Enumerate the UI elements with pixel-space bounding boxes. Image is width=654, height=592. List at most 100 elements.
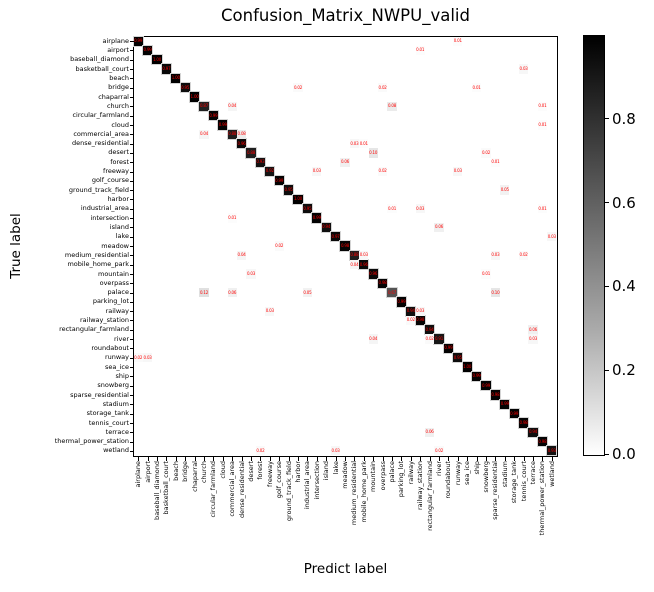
heatmap-cell: 0.06 xyxy=(434,222,444,233)
x-axis-tick xyxy=(335,456,337,461)
x-tick-label: beach xyxy=(171,461,180,481)
x-axis-tick xyxy=(363,456,365,461)
x-axis-tick xyxy=(204,456,205,461)
heatmap-cell: 1.00 xyxy=(171,73,181,84)
heatmap-cell: 0.99 xyxy=(133,36,143,46)
x-axis-tick xyxy=(401,456,403,461)
heatmap-cell: 0.92 xyxy=(265,166,275,177)
x-tick-label: parking_lot xyxy=(397,461,406,498)
heatmap-cell: 0.98 xyxy=(490,390,501,400)
y-axis-tick xyxy=(129,171,134,173)
x-tick-label: circular_farmland xyxy=(209,461,218,518)
y-tick-label: forest xyxy=(110,157,129,166)
heatmap-cell: 0.95 xyxy=(302,204,313,214)
figure-title: Confusion_Matrix_NWPU_valid xyxy=(221,6,470,25)
x-tick-label: wetland xyxy=(547,461,556,487)
colorbar xyxy=(583,35,605,456)
x-tick-label: chaparral xyxy=(190,461,199,492)
x-axis-tick xyxy=(354,456,356,461)
x-axis-tick xyxy=(157,456,158,461)
heatmap-cell: 0.87 xyxy=(199,101,209,111)
y-tick-label: mountain xyxy=(97,269,129,278)
x-tick-label: island xyxy=(322,461,331,481)
y-tick-label: chaparral xyxy=(98,92,129,101)
y-axis-tick xyxy=(129,422,134,424)
x-axis-tick xyxy=(392,456,393,461)
heatmap-cell: 0.04 xyxy=(236,250,247,260)
y-axis-tick xyxy=(129,348,134,350)
colorbar-tick xyxy=(605,453,609,455)
heatmap-cell: 0.99 xyxy=(471,371,482,381)
x-axis-tick xyxy=(175,456,177,461)
heatmap-cell: 1.00 xyxy=(152,55,162,65)
y-tick-label: golf_course xyxy=(91,176,129,185)
x-axis-tick xyxy=(326,456,328,461)
heatmap-cell: 0.95 xyxy=(180,83,190,93)
heatmap-cell: 0.01 xyxy=(481,269,491,279)
heatmap-cell: 0.98 xyxy=(377,278,388,288)
y-axis-tick xyxy=(129,255,134,257)
y-axis-tick xyxy=(129,357,134,359)
x-tick-label: airplane xyxy=(134,461,143,488)
x-axis-tick xyxy=(241,456,243,461)
x-tick-label: thermal_power_station xyxy=(538,461,547,536)
x-tick-label: airport xyxy=(143,461,152,483)
heatmap-cell: 0.94 xyxy=(321,222,331,233)
heatmap-cell: 0.97 xyxy=(330,232,341,242)
x-tick-label: stadium xyxy=(500,461,509,488)
y-tick-label: snowberg xyxy=(97,381,129,390)
x-tick-label: roundabout xyxy=(444,461,453,499)
heatmap-cell: 0.95 xyxy=(453,353,463,363)
y-axis-tick xyxy=(129,292,134,294)
heatmap-cell: 0.99 xyxy=(142,45,153,56)
y-tick-label: mobile_home_park xyxy=(67,260,129,269)
x-tick-label: mountain xyxy=(369,461,378,493)
x-axis-tick xyxy=(213,456,215,461)
heatmap-cell: 0.02 xyxy=(518,250,529,260)
x-axis-tick xyxy=(260,456,262,461)
x-tick-label: palace xyxy=(388,461,396,483)
heatmap-cell: 0.01 xyxy=(471,83,482,93)
x-axis-tick xyxy=(269,456,271,461)
y-tick-label: intersection xyxy=(90,213,129,222)
colorbar-tick xyxy=(605,202,609,204)
heatmap-cell: 0.02 xyxy=(133,353,143,363)
x-axis-tick xyxy=(448,456,450,461)
y-tick-label: airport xyxy=(107,46,129,55)
y-tick-label: church xyxy=(106,101,129,110)
y-axis-tick xyxy=(129,78,134,80)
heatmap-cell: 0.02 xyxy=(293,83,303,93)
heatmap-cell: 0.03 xyxy=(246,269,256,279)
heatmap-cell: 0.98 xyxy=(518,418,529,428)
y-tick-label: terrace xyxy=(105,427,129,436)
heatmap-cell: 0.99 xyxy=(500,399,510,409)
y-axis-tick xyxy=(129,152,134,154)
x-axis-tick xyxy=(251,456,252,461)
heatmap-cell: 0.03 xyxy=(415,204,425,214)
heatmap-cell: 0.06 xyxy=(528,325,538,335)
y-axis-tick xyxy=(129,162,134,164)
y-tick-label: palace xyxy=(107,288,129,297)
x-tick-label: terrace xyxy=(529,461,537,485)
x-tick-label: baseball_diamond xyxy=(153,461,161,520)
colorbar-tick-label: 0.2 xyxy=(612,361,636,380)
heatmap-cell: 0.01 xyxy=(490,157,501,167)
heatmap-cell: 0.04 xyxy=(199,129,209,139)
x-axis-tick xyxy=(288,456,290,461)
heatmap-cell: 0.08 xyxy=(236,129,247,139)
heatmap-cell: 0.03 xyxy=(142,353,153,363)
x-tick-label: sparse_residential xyxy=(491,461,500,520)
y-tick-label: circular_farmland xyxy=(72,111,129,120)
y-axis-tick xyxy=(129,115,134,117)
x-tick-label: runway xyxy=(453,461,462,486)
y-tick-label: freeway xyxy=(103,167,129,176)
heatmap-cell: 0.96 xyxy=(368,269,378,279)
y-axis-tick xyxy=(129,301,134,303)
heatmap-cell: 0.03 xyxy=(490,250,501,260)
x-axis-tick xyxy=(138,456,140,461)
y-tick-label: sparse_residential xyxy=(70,390,129,399)
y-axis-tick xyxy=(129,367,134,369)
x-tick-label: basketball_court xyxy=(162,461,171,515)
y-tick-label: tennis_court xyxy=(88,418,129,427)
y-axis-tick xyxy=(129,339,134,341)
